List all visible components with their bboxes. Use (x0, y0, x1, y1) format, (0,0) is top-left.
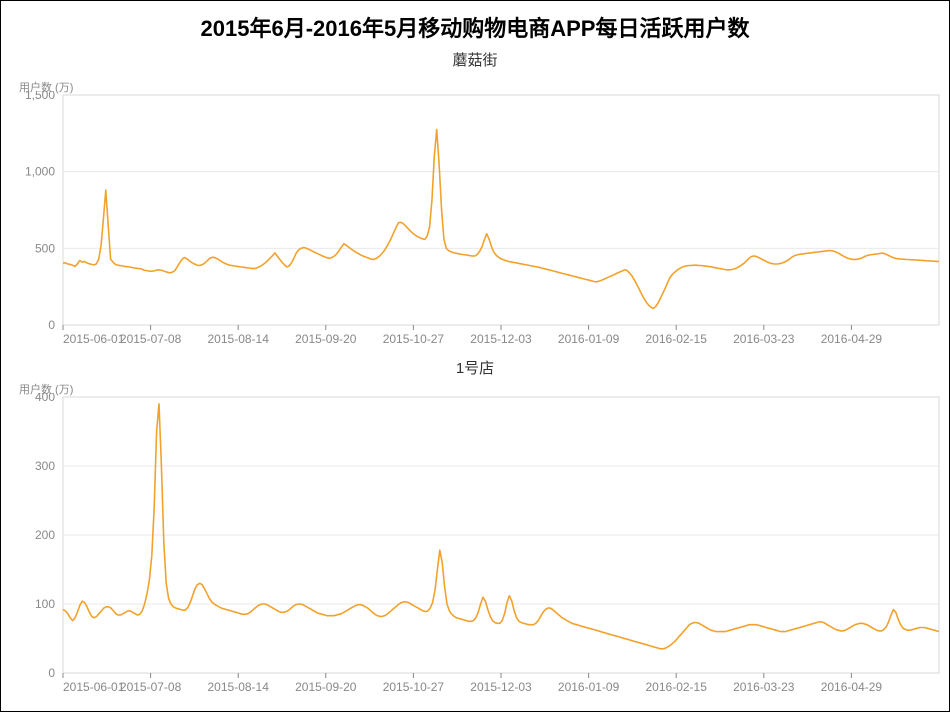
svg-text:0: 0 (48, 666, 55, 680)
svg-text:2015-07-08: 2015-07-08 (120, 680, 182, 694)
svg-text:2015-12-03: 2015-12-03 (470, 680, 532, 694)
svg-text:2015-10-27: 2015-10-27 (383, 680, 445, 694)
svg-text:2016-03-23: 2016-03-23 (733, 680, 795, 694)
svg-text:1,500: 1,500 (25, 91, 55, 102)
chart1-svg: 0 500 1,000 1,500 2015-06-012015-07-08 2015-0… (1, 91, 950, 351)
svg-text:2015-07-08: 2015-07-08 (120, 332, 182, 346)
svg-text:2016-03-23: 2016-03-23 (733, 332, 795, 346)
svg-text:0: 0 (48, 318, 55, 332)
svg-text:1,000: 1,000 (25, 165, 55, 179)
svg-text:2015-08-14: 2015-08-14 (208, 332, 270, 346)
svg-text:2016-04-29: 2016-04-29 (821, 680, 883, 694)
svg-text:300: 300 (35, 459, 55, 473)
svg-text:2015-10-27: 2015-10-27 (383, 332, 445, 346)
svg-text:100: 100 (35, 597, 55, 611)
chart2-subtitle: 1号店 (1, 357, 949, 378)
chart1-subtitle: 蘑菇街 (1, 49, 949, 70)
svg-text:2015-09-20: 2015-09-20 (295, 680, 357, 694)
svg-text:2016-02-15: 2016-02-15 (646, 332, 708, 346)
svg-text:2015-08-14: 2015-08-14 (208, 680, 270, 694)
svg-text:2016-04-29: 2016-04-29 (821, 332, 883, 346)
svg-text:200: 200 (35, 528, 55, 542)
svg-text:2015-12-03: 2015-12-03 (470, 332, 532, 346)
svg-text:2016-02-15: 2016-02-15 (646, 680, 708, 694)
chart2-svg: 0 100 200 300 400 2015-06-012015-07-08 2015-08… (1, 393, 950, 703)
svg-text:2015-09-20: 2015-09-20 (295, 332, 357, 346)
main-title: 2015年6月-2016年5月移动购物电商APP每日活跃用户数 (1, 1, 949, 43)
svg-text:2016-01-09: 2016-01-09 (558, 680, 620, 694)
svg-text:500: 500 (35, 241, 55, 255)
svg-text:2016-01-09: 2016-01-09 (558, 332, 620, 346)
svg-text:2015-06-01: 2015-06-01 (63, 680, 125, 694)
svg-text:400: 400 (35, 393, 55, 404)
svg-text:2015-06-01: 2015-06-01 (63, 332, 125, 346)
